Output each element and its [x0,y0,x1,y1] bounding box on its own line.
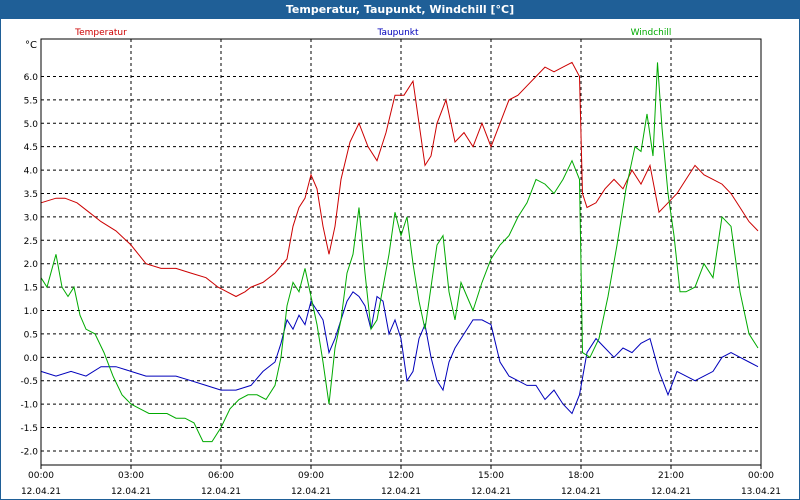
x-tick-time: 21:00 [658,471,684,481]
y-tick-label: 2.5 [24,237,38,247]
x-tick-date: 12.04.21 [201,487,241,497]
x-tick-time: 00:00 [28,471,54,481]
x-tick-time: 12:00 [388,471,414,481]
legend-windchill: Windchill [631,28,672,38]
y-tick-label: 4.0 [24,167,39,177]
series-line-windchill [40,62,759,443]
y-tick-label: 0.5 [24,330,38,340]
y-tick-label: 1.0 [24,307,39,317]
y-tick-label: 6.0 [24,73,39,83]
x-axis-ticks: 00:00 12.04.21 03:00 12.04.21 06:00 12.04.21 0… [21,465,781,497]
y-tick-label: 0.0 [24,354,39,364]
y-tick-label: 2.0 [24,260,39,270]
chart-canvas: -2.0 -1.5 -1.0 -0.5 0.0 0.5 1.0 1.5 2.0 2.5 3.0 3.5… [20,28,781,497]
x-tick-time: 06:00 [208,471,234,481]
series-line-taupunkt [40,291,759,415]
y-tick-label: -0.5 [20,377,38,387]
y-tick-label: 5.5 [24,96,38,106]
legend-temperatur: Temperatur [74,28,127,38]
x-tick-date: 13.04.21 [741,487,781,497]
x-tick-time: 15:00 [478,471,504,481]
legend-taupunkt: Taupunkt [376,28,419,38]
x-tick-date: 12.04.21 [111,487,151,497]
y-axis-ticks: -2.0 -1.5 -1.0 -0.5 0.0 0.5 1.0 1.5 2.0 2.5 3.0 3.5… [20,73,38,458]
y-tick-label: 1.5 [24,284,38,294]
x-tick-time: 18:00 [568,471,594,481]
y-tick-label: 5.0 [24,120,39,130]
y-tick-label: -1.0 [20,401,38,411]
x-tick-time: 09:00 [298,471,324,481]
x-tick-date: 12.04.21 [21,487,61,497]
y-tick-label: 3.0 [24,213,39,223]
y-tick-label: 3.5 [24,190,38,200]
x-tick-date: 12.04.21 [651,487,691,497]
y-axis-unit: °C [25,40,37,51]
x-tick-date: 12.04.21 [471,487,511,497]
plot-frame [40,38,762,466]
y-tick-label: 4.5 [24,143,38,153]
series-lines [40,61,759,443]
x-tick-date: 12.04.21 [561,487,601,497]
x-tick-time: 03:00 [118,471,144,481]
legend: Temperatur Taupunkt Windchill [74,28,671,38]
grid [40,39,762,465]
x-tick-date: 12.04.21 [381,487,421,497]
series-line-temperatur [40,61,759,298]
y-tick-label: -2.0 [20,447,38,457]
x-tick-date: 12.04.21 [291,487,331,497]
y-tick-label: -1.5 [20,424,38,434]
x-tick-time: 00:00 [748,471,774,481]
window-title: Temperatur, Taupunkt, Windchill [°C] [1,1,799,19]
